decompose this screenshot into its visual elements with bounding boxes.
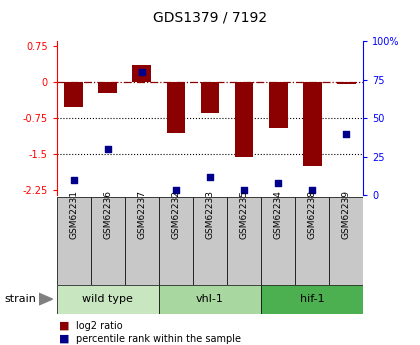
Text: ■: ■ <box>59 334 69 344</box>
Text: hif-1: hif-1 <box>300 294 325 304</box>
Text: ■: ■ <box>59 321 69 331</box>
Bar <box>269 82 288 128</box>
Text: GSM62235: GSM62235 <box>239 190 249 239</box>
Bar <box>132 66 151 82</box>
Bar <box>295 197 329 285</box>
Bar <box>261 285 363 314</box>
Text: GDS1379 / 7192: GDS1379 / 7192 <box>153 10 267 24</box>
Bar <box>125 197 159 285</box>
Point <box>139 69 145 75</box>
Bar <box>159 197 193 285</box>
Bar <box>159 285 261 314</box>
Point <box>275 180 281 185</box>
Bar <box>227 197 261 285</box>
Text: GSM62238: GSM62238 <box>308 190 317 239</box>
Text: GSM62237: GSM62237 <box>137 190 146 239</box>
Text: log2 ratio: log2 ratio <box>76 321 122 331</box>
Point <box>207 174 213 179</box>
Bar <box>57 197 91 285</box>
Bar <box>201 82 219 114</box>
Polygon shape <box>39 293 52 305</box>
Bar <box>337 82 356 84</box>
Bar <box>329 197 363 285</box>
Point <box>309 188 315 193</box>
Text: GSM62233: GSM62233 <box>205 190 215 239</box>
Text: vhl-1: vhl-1 <box>196 294 224 304</box>
Bar <box>64 82 83 107</box>
Text: GSM62239: GSM62239 <box>342 190 351 239</box>
Text: GSM62234: GSM62234 <box>274 190 283 239</box>
Text: GSM62231: GSM62231 <box>69 190 78 239</box>
Point <box>173 188 179 193</box>
Point <box>343 131 349 136</box>
Text: wild type: wild type <box>82 294 133 304</box>
Bar <box>193 197 227 285</box>
Bar <box>57 285 159 314</box>
Text: percentile rank within the sample: percentile rank within the sample <box>76 334 241 344</box>
Bar <box>261 197 295 285</box>
Bar <box>91 197 125 285</box>
Text: GSM62236: GSM62236 <box>103 190 112 239</box>
Point <box>105 146 111 152</box>
Text: strain: strain <box>4 295 36 304</box>
Bar <box>98 82 117 93</box>
Point <box>71 177 77 182</box>
Point <box>241 188 247 193</box>
Bar <box>303 82 322 166</box>
Text: GSM62232: GSM62232 <box>171 190 181 239</box>
Bar <box>235 82 253 157</box>
Bar <box>167 82 185 132</box>
